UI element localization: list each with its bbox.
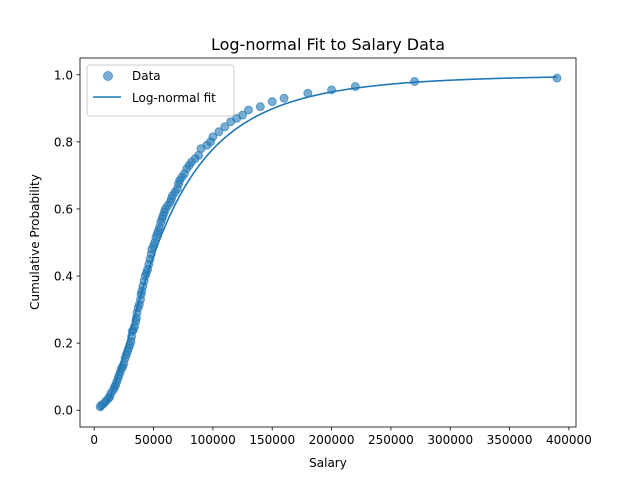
data-point — [327, 85, 337, 95]
data-point — [238, 110, 248, 120]
legend: Data Log-normal fit — [86, 64, 235, 117]
data-point — [255, 102, 265, 112]
data-point — [279, 93, 289, 103]
y-tick-label: 0.2 — [54, 337, 73, 351]
data-point — [303, 88, 313, 98]
x-tick-label: 400000 — [546, 433, 592, 447]
data-point — [214, 127, 224, 137]
data-point — [410, 76, 420, 86]
legend-label-fit: Log-normal fit — [132, 91, 216, 105]
x-tick-label: 200000 — [309, 433, 355, 447]
y-tick-label: 0.4 — [54, 270, 73, 284]
x-axis: 0 50000 100000 150000 200000 250000 300000 3500… — [90, 427, 592, 447]
x-tick-label: 0 — [90, 433, 98, 447]
data-point — [244, 105, 253, 115]
y-tick-label: 0.6 — [54, 202, 73, 216]
x-tick-label: 300000 — [427, 433, 473, 447]
plot-area — [79, 57, 577, 428]
data-point — [350, 82, 360, 92]
y-tick-label: 0.0 — [54, 404, 73, 418]
x-tick-label: 150000 — [249, 433, 295, 447]
x-tick-label: 250000 — [368, 433, 414, 447]
x-tick-label: 100000 — [190, 433, 236, 447]
data-point — [552, 73, 562, 83]
data-point — [208, 132, 218, 142]
series-line-fit — [99, 76, 558, 411]
x-tick-label: 50000 — [134, 433, 172, 447]
y-axis-label: Cumulative Probability — [28, 174, 42, 310]
legend-label-data: Data — [132, 69, 161, 83]
y-axis: 0.0 0.2 0.4 0.6 0.8 1.0 — [54, 68, 80, 418]
y-tick-label: 1.0 — [54, 68, 73, 82]
chart-title: Log-normal Fit to Salary Data — [211, 35, 445, 54]
x-tick-label: 350000 — [487, 433, 533, 447]
data-point — [220, 122, 230, 132]
data-point — [267, 97, 277, 107]
y-tick-label: 0.8 — [54, 135, 73, 149]
legend-box — [86, 64, 235, 117]
plot-frame — [79, 57, 577, 428]
x-axis-label: Salary — [309, 456, 347, 470]
legend-marker-data — [103, 71, 113, 81]
